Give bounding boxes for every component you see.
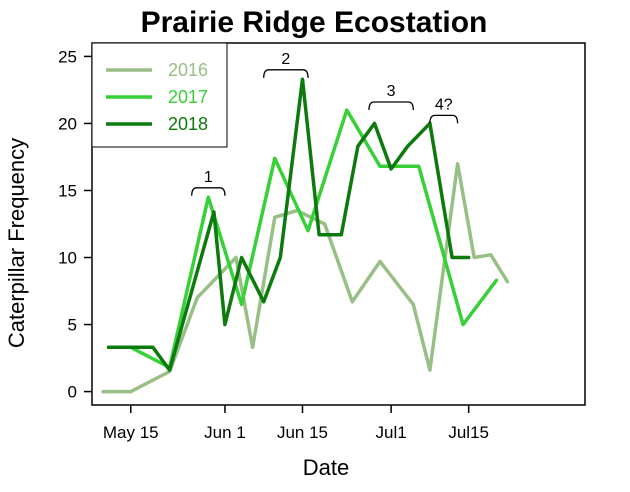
annotation-bracket: [429, 114, 459, 124]
y-tick-label: 10: [58, 249, 77, 268]
series-lines: [101, 77, 510, 394]
annotation-label: 3: [387, 83, 396, 100]
annotations: 1 2 3 4?: [191, 51, 459, 196]
plot-frame: [91, 42, 586, 406]
series-line-2018: [106, 77, 471, 372]
x-tick-label: May 15: [103, 423, 159, 442]
y-tick-label: 15: [58, 181, 77, 200]
legend-box: [91, 42, 228, 148]
annotation-label: 1: [204, 169, 213, 186]
legend: 2016 2017 2018: [91, 42, 228, 148]
annotation-bracket: [191, 187, 226, 196]
y-tick-label: 5: [68, 316, 77, 335]
legend-label-2017: 2017: [168, 87, 208, 107]
chart-title: Prairie Ridge Ecostation: [141, 6, 488, 39]
series-line-2017: [106, 108, 499, 370]
y-axis-label: Caterpillar Frequency: [4, 138, 29, 348]
legend-label-2016: 2016: [168, 60, 208, 80]
annotation-bracket: [368, 101, 414, 111]
y-tick-label: 25: [58, 47, 77, 66]
x-axis-ticks: May 15 Jun 1 Jun 15 Jul1 Jul15: [103, 405, 489, 442]
x-tick-label: Jul15: [448, 423, 489, 442]
x-tick-label: Jun 1: [204, 423, 246, 442]
y-tick-label: 0: [68, 383, 77, 402]
y-axis-ticks: 0 5 10 15 20 25: [58, 47, 92, 402]
annotation-label: 4?: [435, 96, 453, 113]
annotation-bracket: [263, 69, 309, 78]
y-tick-label: 20: [58, 114, 77, 133]
x-axis-label: Date: [303, 455, 349, 480]
annotation-label: 2: [281, 51, 290, 68]
series-line-2016: [101, 161, 510, 394]
legend-label-2018: 2018: [168, 114, 208, 134]
x-tick-label: Jun 15: [277, 423, 328, 442]
x-tick-label: Jul1: [376, 423, 407, 442]
